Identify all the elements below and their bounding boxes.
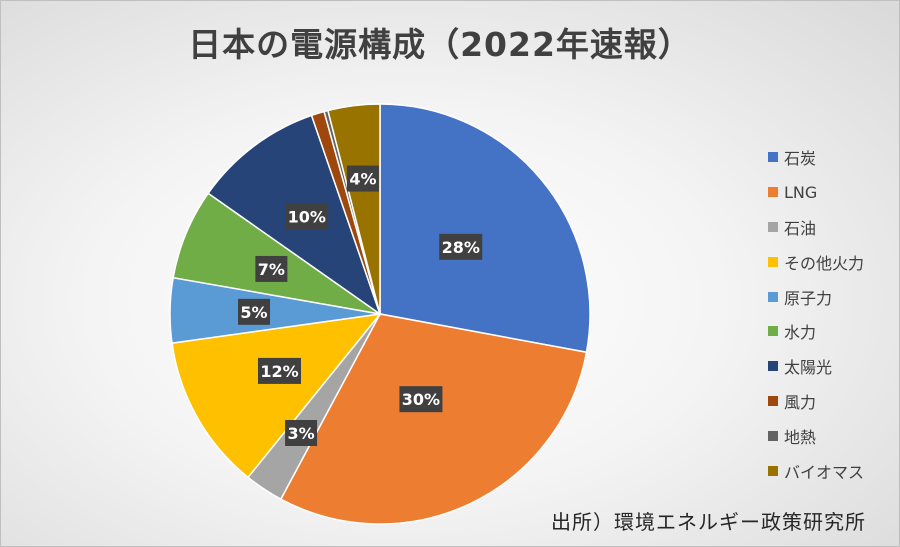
- legend-item: LNG: [768, 175, 898, 210]
- pie-slice-9: [327, 103, 381, 315]
- data-label-box: [285, 419, 318, 446]
- chart-title: 日本の電源構成（2022年速報）: [188, 25, 692, 64]
- data-label-text: 5%: [240, 303, 267, 322]
- data-label-box: [255, 255, 288, 282]
- legend-label: 石油: [784, 218, 817, 238]
- source-note: 出所）環境エネルギー政策研究所: [551, 510, 866, 534]
- data-label-text: 10%: [288, 208, 326, 227]
- legend-item: バイオマス: [768, 453, 898, 488]
- data-label-text: 28%: [442, 238, 480, 257]
- data-label-text: 30%: [402, 390, 440, 409]
- data-label-1: 30%: [399, 386, 443, 413]
- legend-swatch: [768, 256, 778, 267]
- legend-item: 水力: [768, 314, 898, 349]
- legend-swatch: [768, 465, 778, 476]
- legend-label: 石炭: [784, 149, 817, 169]
- data-label-box: [285, 203, 329, 230]
- legend-label: LNG: [784, 182, 818, 202]
- pie-slice-0: [379, 103, 591, 354]
- data-label-3: 12%: [257, 357, 301, 384]
- legend-label: 風力: [784, 392, 817, 412]
- legend-swatch: [768, 187, 778, 198]
- legend-swatch: [768, 361, 778, 372]
- legend-item: 風力: [768, 384, 898, 419]
- pie-slice-3: [171, 312, 382, 479]
- legend-item: 太陽光: [768, 349, 898, 384]
- data-label-4: 5%: [238, 298, 271, 325]
- data-label-text: 12%: [260, 362, 298, 381]
- legend-label: 地熱: [784, 427, 817, 447]
- data-label-box: [238, 298, 271, 325]
- legend-swatch: [768, 430, 778, 441]
- data-label-box: [399, 386, 443, 413]
- data-label-text: 4%: [349, 170, 376, 189]
- legend-swatch: [768, 152, 778, 163]
- data-label-0: 28%: [439, 233, 483, 260]
- legend-swatch: [768, 291, 778, 302]
- pie-slice-1: [279, 313, 588, 525]
- legend-label: 水力: [784, 323, 817, 343]
- legend-swatch: [768, 326, 778, 337]
- data-label-box: [257, 357, 301, 384]
- data-label-2: 3%: [285, 419, 318, 446]
- data-label-9: 4%: [346, 165, 379, 192]
- legend-item: 原子力: [768, 279, 898, 314]
- legend-item: 石油: [768, 210, 898, 245]
- legend-label: その他火力: [784, 253, 865, 273]
- legend-swatch: [768, 395, 778, 406]
- data-label-text: 3%: [287, 424, 314, 443]
- chart-legend: 石炭 LNG 石油その他火力原子力水力太陽光風力地熱バイオマス: [768, 140, 898, 488]
- data-label-box: [346, 165, 379, 192]
- data-label-6: 10%: [285, 203, 329, 230]
- legend-label: 太陽光: [784, 358, 833, 378]
- legend-item: その他火力: [768, 244, 898, 279]
- data-label-text: 7%: [258, 260, 285, 279]
- data-label-box: [439, 233, 483, 260]
- data-label-5: 7%: [255, 255, 288, 282]
- legend-label: バイオマス: [784, 462, 865, 482]
- legend-label: 原子力: [784, 288, 833, 308]
- legend-item: 石炭: [768, 140, 898, 175]
- legend-swatch: [768, 221, 778, 232]
- legend-item: 地熱: [768, 418, 898, 453]
